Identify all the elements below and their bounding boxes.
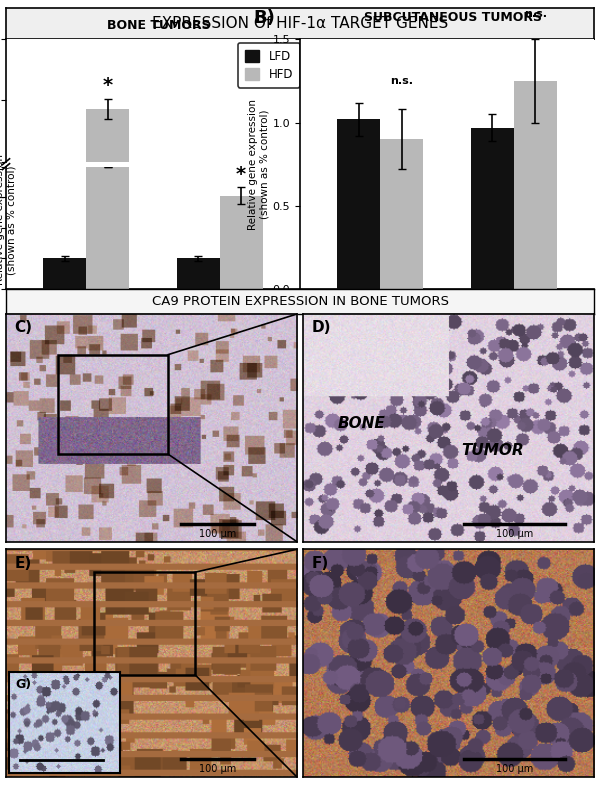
Text: B): B) (253, 9, 275, 27)
Text: Relative gene expression
(shown as % control): Relative gene expression (shown as % con… (0, 155, 17, 285)
Text: 100 μm: 100 μm (199, 764, 236, 774)
Bar (177, 210, 220, 223)
Bar (94, 572, 195, 675)
Bar (337, 119, 380, 289)
Text: D): D) (311, 320, 331, 335)
Text: 100 μm: 100 μm (496, 764, 533, 774)
Bar (380, 139, 423, 289)
Bar (177, 258, 220, 289)
Text: BONE: BONE (337, 416, 385, 431)
Bar (514, 81, 557, 289)
Text: TUMOR: TUMOR (461, 443, 523, 458)
Text: 100 μm: 100 μm (496, 529, 533, 539)
Text: n.s.: n.s. (524, 9, 547, 19)
Text: n.s.: n.s. (390, 76, 413, 86)
Bar (43, 210, 86, 223)
Text: BONE TUMORS: BONE TUMORS (107, 19, 211, 32)
Y-axis label: Relative gene expression
(shown as % control): Relative gene expression (shown as % con… (248, 99, 270, 230)
Text: F): F) (311, 556, 329, 571)
Bar (220, 185, 263, 223)
Bar (43, 258, 86, 289)
Text: *: * (103, 76, 113, 95)
Bar (86, 109, 129, 223)
Bar (220, 195, 263, 289)
Text: SUBCUTANEOUS TUMORS: SUBCUTANEOUS TUMORS (364, 11, 542, 24)
Legend: LFD, HFD: LFD, HFD (238, 42, 300, 88)
Text: 100 μm: 100 μm (199, 529, 236, 539)
Text: EXPRESSION Of HIF-1α TARGET GENES: EXPRESSION Of HIF-1α TARGET GENES (152, 16, 448, 31)
Text: E): E) (15, 556, 32, 571)
Bar (471, 127, 514, 289)
Text: C): C) (15, 320, 33, 335)
Text: *: * (236, 165, 246, 184)
Text: CA9 PROTEIN EXPRESSION IN BONE TUMORS: CA9 PROTEIN EXPRESSION IN BONE TUMORS (151, 295, 449, 308)
Bar (86, 166, 129, 289)
Bar (58, 355, 168, 455)
